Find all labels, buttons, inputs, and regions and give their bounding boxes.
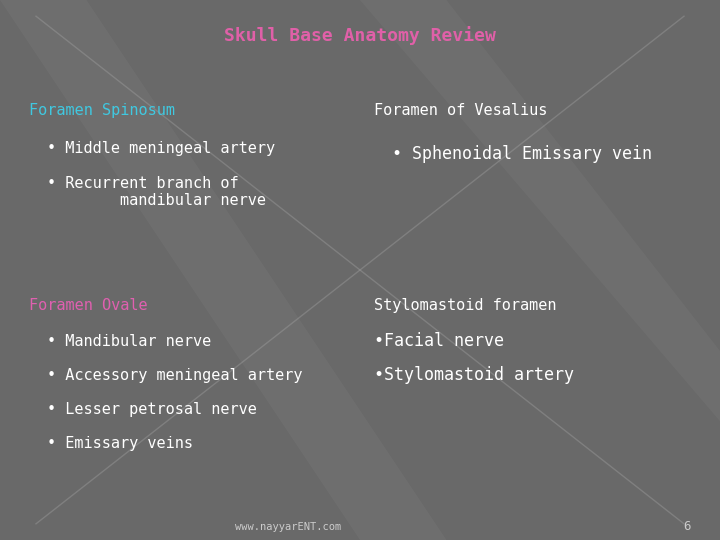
Text: • Mandibular nerve: • Mandibular nerve: [47, 334, 211, 349]
Text: •Facial nerve: •Facial nerve: [374, 332, 505, 350]
Text: • Emissary veins: • Emissary veins: [47, 436, 193, 451]
Text: • Recurrent branch of
        mandibular nerve: • Recurrent branch of mandibular nerve: [47, 176, 266, 208]
Text: Skull Base Anatomy Review: Skull Base Anatomy Review: [224, 25, 496, 45]
Text: •Stylomastoid artery: •Stylomastoid artery: [374, 366, 575, 384]
Text: • Sphenoidal Emissary vein: • Sphenoidal Emissary vein: [392, 145, 652, 163]
Polygon shape: [360, 0, 720, 421]
Text: Stylomastoid foramen: Stylomastoid foramen: [374, 298, 557, 313]
Text: • Middle meningeal artery: • Middle meningeal artery: [47, 141, 275, 156]
Text: • Lesser petrosal nerve: • Lesser petrosal nerve: [47, 402, 256, 417]
Text: 6: 6: [684, 520, 691, 533]
Text: • Accessory meningeal artery: • Accessory meningeal artery: [47, 368, 302, 383]
Text: www.nayyarENT.com: www.nayyarENT.com: [235, 522, 341, 531]
Text: Foramen Ovale: Foramen Ovale: [29, 298, 148, 313]
Text: Foramen of Vesalius: Foramen of Vesalius: [374, 103, 548, 118]
Text: Foramen Spinosum: Foramen Spinosum: [29, 103, 175, 118]
Polygon shape: [0, 0, 446, 540]
